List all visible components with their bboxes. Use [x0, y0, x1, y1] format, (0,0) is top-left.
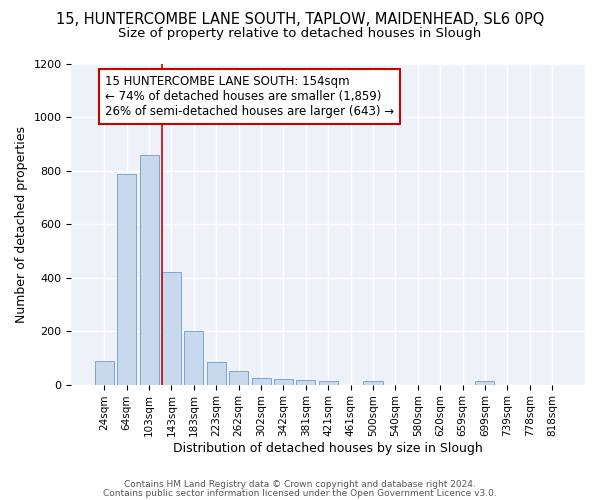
Bar — [296, 380, 316, 384]
Bar — [251, 378, 271, 384]
Text: Contains public sector information licensed under the Open Government Licence v3: Contains public sector information licen… — [103, 488, 497, 498]
Y-axis label: Number of detached properties: Number of detached properties — [15, 126, 28, 323]
Bar — [364, 382, 383, 384]
Text: Contains HM Land Registry data © Crown copyright and database right 2024.: Contains HM Land Registry data © Crown c… — [124, 480, 476, 489]
Bar — [207, 362, 226, 384]
Text: Size of property relative to detached houses in Slough: Size of property relative to detached ho… — [118, 28, 482, 40]
Bar — [184, 331, 203, 384]
Bar — [475, 382, 494, 384]
X-axis label: Distribution of detached houses by size in Slough: Distribution of detached houses by size … — [173, 442, 483, 455]
Bar — [140, 155, 158, 384]
Bar — [162, 272, 181, 384]
Bar — [95, 360, 114, 384]
Text: 15, HUNTERCOMBE LANE SOUTH, TAPLOW, MAIDENHEAD, SL6 0PQ: 15, HUNTERCOMBE LANE SOUTH, TAPLOW, MAID… — [56, 12, 544, 28]
Bar — [229, 371, 248, 384]
Bar — [117, 174, 136, 384]
Bar — [274, 380, 293, 384]
Bar — [319, 380, 338, 384]
Text: 15 HUNTERCOMBE LANE SOUTH: 154sqm
← 74% of detached houses are smaller (1,859)
2: 15 HUNTERCOMBE LANE SOUTH: 154sqm ← 74% … — [105, 74, 394, 118]
